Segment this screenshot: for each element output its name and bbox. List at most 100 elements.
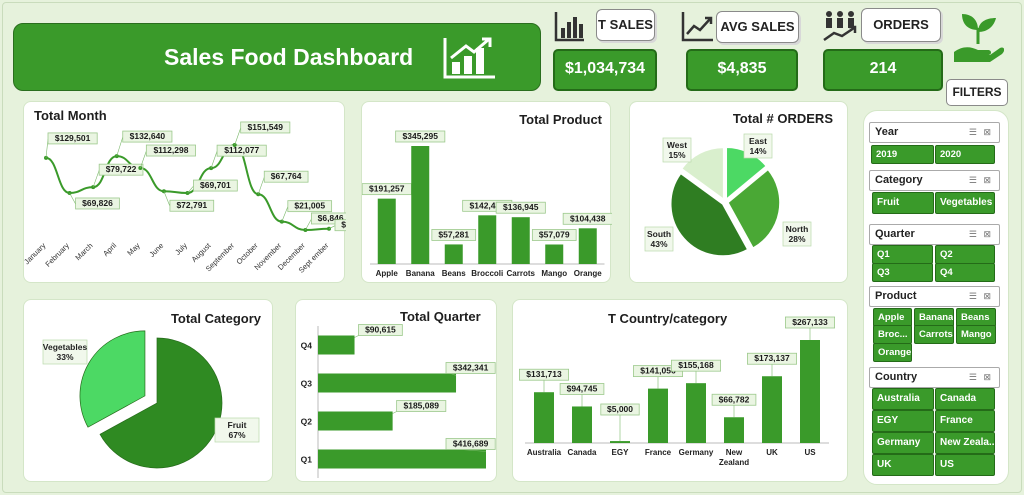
bar xyxy=(318,335,355,355)
data-label: $69,826 xyxy=(82,198,113,208)
data-label: $173,137 xyxy=(754,353,790,363)
leader-line xyxy=(281,206,289,222)
card-total-product: Total Product $191,257 Apple $345,295 Banan… xyxy=(361,101,612,283)
x-tick-label: Banana xyxy=(406,269,435,278)
slicer-country-item[interactable]: New Zeala... xyxy=(935,432,995,454)
slicer-year-item[interactable]: 2020 xyxy=(935,145,995,164)
kpi-orders-label: ORDERS xyxy=(861,8,941,42)
slicer-quarter-item[interactable]: Q4 xyxy=(935,263,995,282)
data-point xyxy=(232,142,237,147)
data-label-bg xyxy=(193,179,238,192)
pie-slice xyxy=(680,146,725,201)
slice-percent: 43% xyxy=(650,239,667,249)
data-label: $112,077 xyxy=(224,145,259,155)
leader-line xyxy=(187,185,194,194)
data-label: $132,640 xyxy=(130,131,166,141)
x-tick-label: Zealand xyxy=(719,458,749,467)
data-label-bg xyxy=(670,359,721,372)
slicer-quarter-item[interactable]: Q2 xyxy=(935,245,995,264)
slicer-quarter-item[interactable]: Q3 xyxy=(872,263,933,282)
data-label: $72,791 xyxy=(176,200,207,210)
data-point xyxy=(138,166,143,171)
kpi-orders-value: 214 xyxy=(823,49,943,91)
y-tick-label: Q2 xyxy=(301,417,313,427)
y-tick-label: Q4 xyxy=(301,341,313,351)
hand-plant-icon xyxy=(954,14,1004,62)
slicer-country-item[interactable]: Germany xyxy=(872,432,934,454)
bar xyxy=(534,392,554,443)
leader-line xyxy=(257,177,265,195)
title-banner: Sales Food Dashboard xyxy=(13,23,541,91)
slicer-product-item[interactable]: Carrots xyxy=(914,325,954,344)
x-tick-label: February xyxy=(43,241,71,269)
slicer-category-item[interactable]: Fruit xyxy=(872,192,934,214)
chart-title-total-month: Total Month xyxy=(34,108,107,123)
data-label: $136,945 xyxy=(503,202,539,212)
slice-name: East xyxy=(749,136,767,146)
data-label: $141,056 xyxy=(640,366,676,376)
series-line xyxy=(45,143,330,231)
x-tick-label: France xyxy=(645,448,672,457)
chart-total-quarter: Q4 $90,615 Q3 $342,341 Q2 $185,089 Q1 $416,689 xyxy=(301,324,496,478)
data-label: $6,846 xyxy=(318,213,344,223)
data-point xyxy=(327,226,331,231)
chart-title-total-quarter: Total Quarter xyxy=(400,309,481,324)
slicer-quarter-item[interactable]: Q1 xyxy=(872,245,933,264)
data-label: $345,295 xyxy=(403,131,439,141)
x-tick-label: Mango xyxy=(541,269,567,278)
slicer-year-header: Year ☰ ⊠ xyxy=(869,122,1000,143)
slicer-country-item[interactable]: EGY xyxy=(872,410,934,432)
slicer-country-item[interactable]: US xyxy=(935,454,995,476)
bar xyxy=(318,449,486,469)
slice-label-bg xyxy=(662,137,692,163)
data-point xyxy=(44,155,48,160)
bar xyxy=(762,376,782,443)
bar xyxy=(444,244,463,264)
multi-select-icon[interactable]: ☰ ⊠ xyxy=(968,175,993,185)
x-tick-label: Australia xyxy=(527,448,562,457)
slicer-country-item[interactable]: Australia xyxy=(872,388,934,410)
page-title: Sales Food Dashboard xyxy=(164,44,414,70)
data-label: $142,439 xyxy=(470,200,506,210)
slicer-country-item[interactable]: Canada xyxy=(935,388,995,410)
card-total-quarter: Total Quarter Q4 $90,615 Q3 $342,341 Q2 $185,… xyxy=(295,299,497,482)
data-point xyxy=(256,192,261,197)
data-label-bg xyxy=(746,352,797,365)
pie-slice xyxy=(79,330,146,428)
x-tick-label: Beans xyxy=(442,269,467,278)
chart-country-category: $131,713 Australia $94,745 Canada $5,000 EGY $… xyxy=(519,316,835,467)
slicer-country-item[interactable]: UK xyxy=(872,454,934,476)
slicer-product-item[interactable]: Orange xyxy=(873,343,912,362)
card-total-orders: Total # ORDERS East 14% North 28% South 43% We… xyxy=(629,101,848,283)
slice-percent: 67% xyxy=(228,430,245,440)
data-label: $9,014 xyxy=(341,220,346,230)
data-label-bg xyxy=(311,212,346,225)
multi-select-icon[interactable]: ☰ ⊠ xyxy=(968,291,993,301)
kpi-total-sales-value: $1,034,734 xyxy=(553,49,657,91)
x-tick-label: UK xyxy=(766,448,778,457)
slice-percent: 33% xyxy=(56,352,73,362)
multi-select-icon[interactable]: ☰ ⊠ xyxy=(968,372,993,382)
bar xyxy=(648,388,668,443)
data-label: $185,089 xyxy=(403,401,439,411)
x-tick-label: April xyxy=(101,241,118,258)
slicer-category-item[interactable]: Vegetables xyxy=(935,192,995,214)
data-label-bg xyxy=(47,132,98,145)
slice-name: South xyxy=(647,229,671,239)
slicer-product-header: Product ☰ ⊠ xyxy=(869,286,1000,307)
multi-select-icon[interactable]: ☰ ⊠ xyxy=(968,229,993,239)
x-tick-label: Germany xyxy=(679,448,714,457)
slicer-product-item[interactable]: Mango xyxy=(956,325,996,344)
slicer-year-item[interactable]: 2019 xyxy=(871,145,934,164)
slicer-country-item[interactable]: France xyxy=(935,410,995,432)
slicer-product-item[interactable]: Broc... xyxy=(873,325,912,344)
people-growth-icon xyxy=(823,11,857,42)
multi-select-icon[interactable]: ☰ ⊠ xyxy=(968,127,993,137)
data-label: $416,689 xyxy=(453,439,489,449)
data-label-bg xyxy=(263,170,309,183)
chart-title-country-category: T Country/category xyxy=(608,311,728,326)
data-label: $151,549 xyxy=(248,122,284,132)
data-label-bg xyxy=(75,197,120,210)
data-label-bg xyxy=(784,316,835,329)
